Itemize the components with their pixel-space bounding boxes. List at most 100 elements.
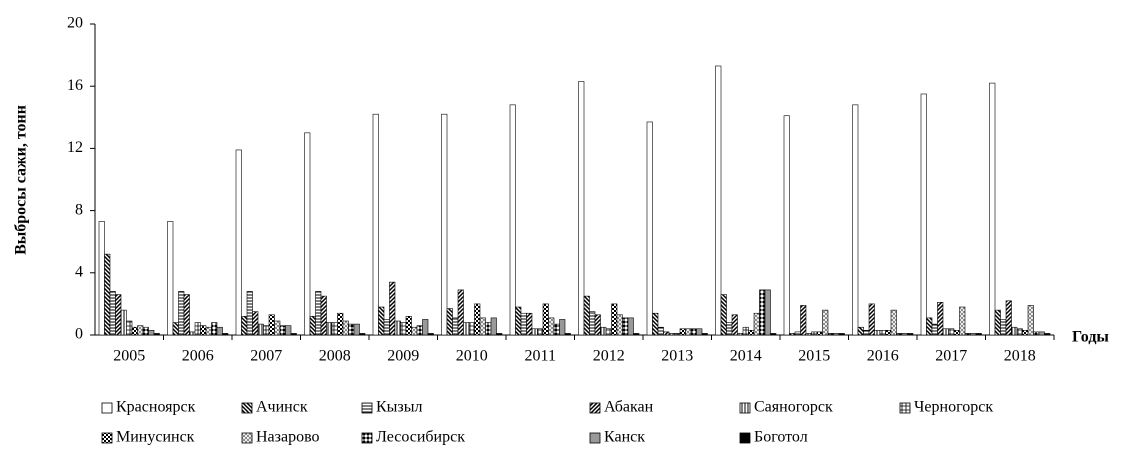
- bar: [411, 326, 418, 336]
- legend-swatch: [589, 432, 601, 444]
- bar: [520, 312, 527, 336]
- legend-label: Ачинск: [256, 399, 308, 416]
- bar: [759, 289, 766, 336]
- bar: [416, 325, 423, 336]
- x-tick-label: 2008: [319, 348, 351, 365]
- bar: [896, 333, 903, 336]
- bar: [178, 291, 185, 336]
- bar: [485, 322, 492, 336]
- bar: [948, 328, 955, 336]
- bar: [627, 317, 634, 336]
- legend-swatch: [361, 432, 373, 444]
- bar: [800, 305, 807, 336]
- bar: [183, 294, 190, 336]
- bar: [537, 328, 544, 336]
- y-tick-label: 0: [75, 326, 83, 343]
- bar: [1033, 331, 1040, 336]
- bar: [748, 330, 755, 336]
- bar: [559, 319, 566, 336]
- bar: [211, 322, 218, 336]
- bar: [679, 328, 686, 336]
- bar: [879, 330, 886, 336]
- y-tick-label: 4: [75, 263, 83, 280]
- bar: [931, 323, 938, 336]
- bar: [652, 312, 659, 336]
- x-tick-label: 2010: [456, 348, 488, 365]
- bar: [468, 322, 475, 336]
- legend-swatch: [739, 432, 751, 444]
- bar: [1027, 305, 1034, 336]
- bar: [594, 314, 601, 336]
- bar: [490, 317, 497, 336]
- bar: [822, 309, 829, 336]
- x-tick-label: 2017: [935, 348, 967, 365]
- bar: [742, 326, 749, 336]
- bar: [389, 281, 396, 336]
- bar: [200, 325, 207, 336]
- legend-swatch: [241, 432, 253, 444]
- bar: [720, 294, 727, 336]
- x-tick-label: 2013: [661, 348, 693, 365]
- bar: [172, 322, 179, 336]
- bar: [885, 330, 892, 336]
- bar: [622, 317, 629, 336]
- bar: [205, 326, 212, 336]
- bar: [496, 333, 503, 336]
- bar: [427, 333, 434, 336]
- bar: [942, 328, 949, 336]
- bar: [331, 322, 338, 336]
- bar: [690, 328, 697, 336]
- bar: [959, 306, 966, 336]
- bar: [583, 295, 590, 336]
- bar: [970, 333, 977, 336]
- bar: [907, 333, 914, 336]
- bar: [994, 309, 1001, 336]
- bar: [715, 65, 722, 336]
- bar: [98, 221, 105, 336]
- legend-label: Назарово: [256, 429, 320, 446]
- legend-swatch: [101, 402, 113, 414]
- x-tick-label: 2011: [525, 348, 556, 365]
- bar: [989, 82, 996, 336]
- legend-label: Абакан: [604, 399, 654, 416]
- bar: [731, 314, 738, 336]
- bar: [1016, 328, 1023, 336]
- legend-label: Канск: [604, 429, 645, 446]
- bar: [222, 333, 229, 336]
- bar: [326, 322, 333, 336]
- bar: [811, 331, 818, 336]
- bar: [474, 303, 481, 336]
- bar: [137, 325, 144, 336]
- bar: [274, 320, 281, 336]
- bar: [148, 330, 155, 336]
- bar: [857, 326, 864, 336]
- bar: [405, 316, 412, 336]
- bar: [901, 333, 908, 336]
- bar: [600, 326, 607, 336]
- bar: [320, 295, 327, 336]
- bar: [1005, 300, 1012, 336]
- bar: [920, 93, 927, 336]
- bar: [452, 317, 459, 336]
- bar: [827, 333, 834, 336]
- legend-label: Лесосибирск: [376, 429, 465, 446]
- bar: [668, 333, 675, 336]
- bar: [753, 312, 760, 336]
- bar: [400, 322, 407, 336]
- bar: [252, 311, 259, 336]
- bar: [342, 320, 349, 336]
- bar: [194, 322, 201, 336]
- bar: [531, 328, 538, 336]
- bar: [805, 333, 812, 336]
- bar: [279, 325, 286, 336]
- bar: [268, 314, 275, 336]
- bar: [509, 104, 516, 336]
- bar: [764, 289, 771, 336]
- bar: [589, 311, 596, 336]
- legend-swatch: [589, 402, 601, 414]
- bar: [674, 333, 681, 336]
- bar: [663, 331, 670, 336]
- bar: [548, 317, 555, 336]
- bar: [868, 303, 875, 336]
